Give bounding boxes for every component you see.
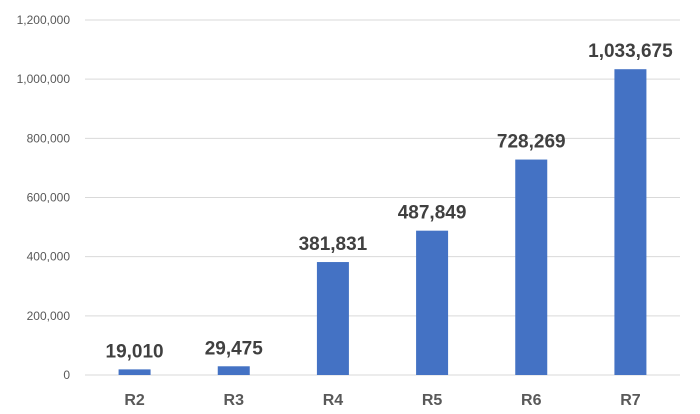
x-axis-category-labels: R2 R3 R4 R5 R6 R7 (124, 392, 640, 409)
x-category-label: R6 (521, 392, 542, 409)
x-category-label: R2 (124, 392, 145, 409)
bar-r4 (316, 262, 349, 375)
data-label: 381,831 (299, 234, 368, 255)
y-tick-label: 200,000 (27, 309, 71, 323)
y-axis-tick-labels: 0 200,000 400,000 600,000 800,000 1,000,000 1,… (17, 13, 71, 382)
x-category-label: R4 (323, 392, 344, 409)
bar-series (118, 69, 647, 376)
data-label: 19,010 (106, 341, 164, 362)
gridlines (85, 19, 680, 376)
y-tick-label: 400,000 (27, 250, 71, 264)
bar-r3 (217, 366, 250, 375)
x-category-label: R7 (620, 392, 641, 409)
data-label: 1,033,675 (588, 41, 673, 62)
bar-r5 (416, 230, 449, 375)
y-tick-label: 0 (63, 368, 70, 382)
data-label: 728,269 (497, 132, 566, 153)
bar-r6 (515, 159, 548, 375)
data-label: 487,849 (398, 203, 467, 224)
data-label: 29,475 (205, 338, 264, 359)
bar-r7 (614, 69, 647, 376)
x-category-label: R5 (422, 392, 443, 409)
data-labels: 19,010 29,475 381,831 487,849 728,269 1,033,6… (106, 41, 674, 362)
y-tick-label: 600,000 (27, 191, 71, 205)
x-category-label: R3 (224, 392, 245, 409)
bar-r2 (118, 369, 151, 375)
y-tick-label: 1,000,000 (17, 72, 71, 86)
y-tick-label: 800,000 (27, 131, 71, 145)
y-tick-label: 1,200,000 (17, 13, 71, 27)
